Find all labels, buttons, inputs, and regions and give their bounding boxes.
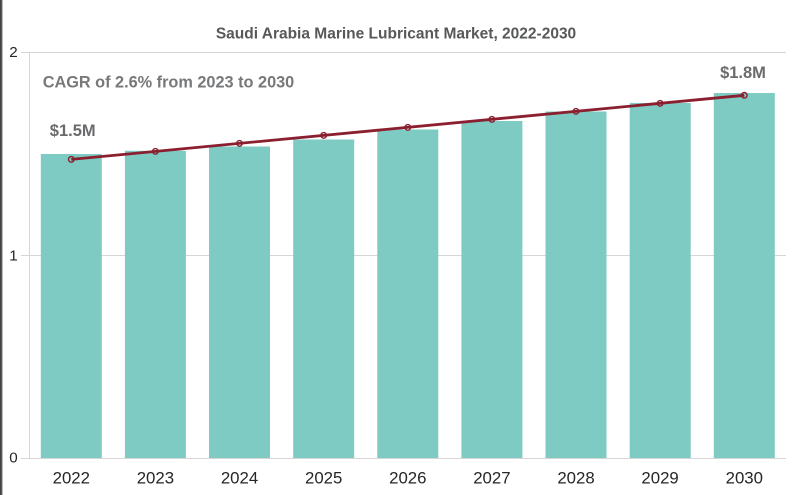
svg-text:2023: 2023 [137,469,174,488]
svg-text:2027: 2027 [473,469,510,488]
svg-text:Saudi Arabia Marine Lubricant: Saudi Arabia Marine Lubricant Market, 20… [216,26,576,43]
svg-text:2028: 2028 [557,469,594,488]
svg-text:2030: 2030 [726,469,763,488]
svg-text:CAGR of 2.6% from 2023 to 2030: CAGR of 2.6% from 2023 to 2030 [43,74,295,92]
svg-text:2022: 2022 [53,469,90,488]
svg-text:0: 0 [9,450,17,467]
svg-text:1: 1 [9,248,17,265]
svg-text:2025: 2025 [305,469,342,488]
svg-text:$1.5M: $1.5M [50,122,96,140]
svg-text:2024: 2024 [221,469,258,488]
svg-text:$1.8M: $1.8M [720,64,766,82]
svg-text:2026: 2026 [389,469,426,488]
svg-text:2029: 2029 [641,469,678,488]
svg-text:2: 2 [9,44,17,61]
